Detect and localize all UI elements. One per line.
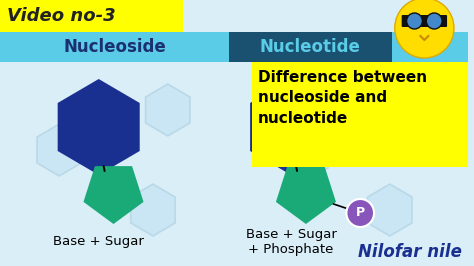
Polygon shape: [146, 84, 190, 136]
FancyBboxPatch shape: [252, 62, 468, 167]
FancyBboxPatch shape: [0, 0, 182, 32]
Circle shape: [346, 199, 374, 227]
Polygon shape: [284, 129, 328, 181]
FancyBboxPatch shape: [392, 32, 468, 62]
Text: Video no-3: Video no-3: [7, 7, 116, 25]
Polygon shape: [131, 184, 175, 236]
Text: Base + Sugar
+ Phosphate: Base + Sugar + Phosphate: [246, 228, 337, 256]
Polygon shape: [250, 79, 332, 175]
Polygon shape: [402, 114, 447, 166]
Circle shape: [395, 0, 454, 58]
Text: Nilofar nile: Nilofar nile: [357, 243, 462, 261]
Polygon shape: [58, 79, 140, 175]
Polygon shape: [37, 124, 82, 176]
Text: Nucleotide: Nucleotide: [259, 38, 360, 56]
Text: Difference between
nucleoside and
nucleotide: Difference between nucleoside and nucleo…: [257, 70, 427, 126]
Circle shape: [426, 13, 442, 29]
Text: P: P: [356, 206, 365, 219]
FancyBboxPatch shape: [229, 32, 392, 62]
Circle shape: [407, 13, 422, 29]
FancyBboxPatch shape: [401, 15, 447, 27]
Polygon shape: [368, 184, 412, 236]
Polygon shape: [328, 74, 373, 126]
Text: Base + Sugar: Base + Sugar: [53, 235, 144, 248]
Polygon shape: [276, 166, 336, 224]
Text: Nucleoside: Nucleoside: [63, 38, 166, 56]
FancyBboxPatch shape: [0, 32, 229, 62]
Polygon shape: [83, 166, 144, 224]
